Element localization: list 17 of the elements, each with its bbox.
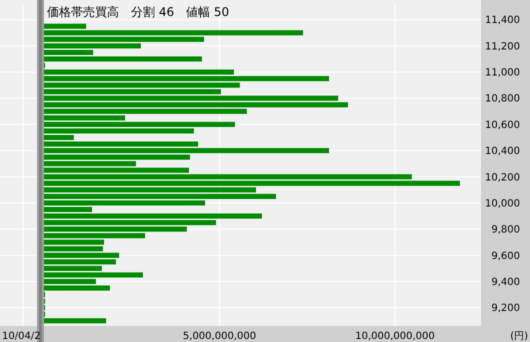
y-tick-label: 9,800 (491, 224, 520, 236)
y-tick-label: 10,600 (485, 120, 520, 131)
y-tick-label: 11,000 (485, 68, 520, 79)
y-tick-label: 9,400 (491, 276, 520, 288)
y-tick-label: 10,000 (485, 198, 520, 210)
x-tick-label: 10,000,000,000 (355, 331, 435, 342)
x-tick-label: 5,000,000,000 (182, 331, 256, 342)
y-axis-title: (円) (510, 331, 528, 342)
y-tick-label: 10,800 (485, 94, 520, 105)
y-tick-label: 9,600 (491, 250, 520, 262)
y-tick-label: 10,400 (485, 146, 520, 158)
y-tick-label: 11,400 (485, 15, 520, 26)
y-tick-label: 9,200 (491, 303, 520, 314)
y-tick-label: 10,200 (485, 172, 520, 184)
text: 10/04/2 (2, 331, 41, 342)
chart-title: 価格帯売買高 分割 46 値幅 50 (47, 5, 230, 19)
y-tick-label: 11,200 (485, 41, 520, 52)
